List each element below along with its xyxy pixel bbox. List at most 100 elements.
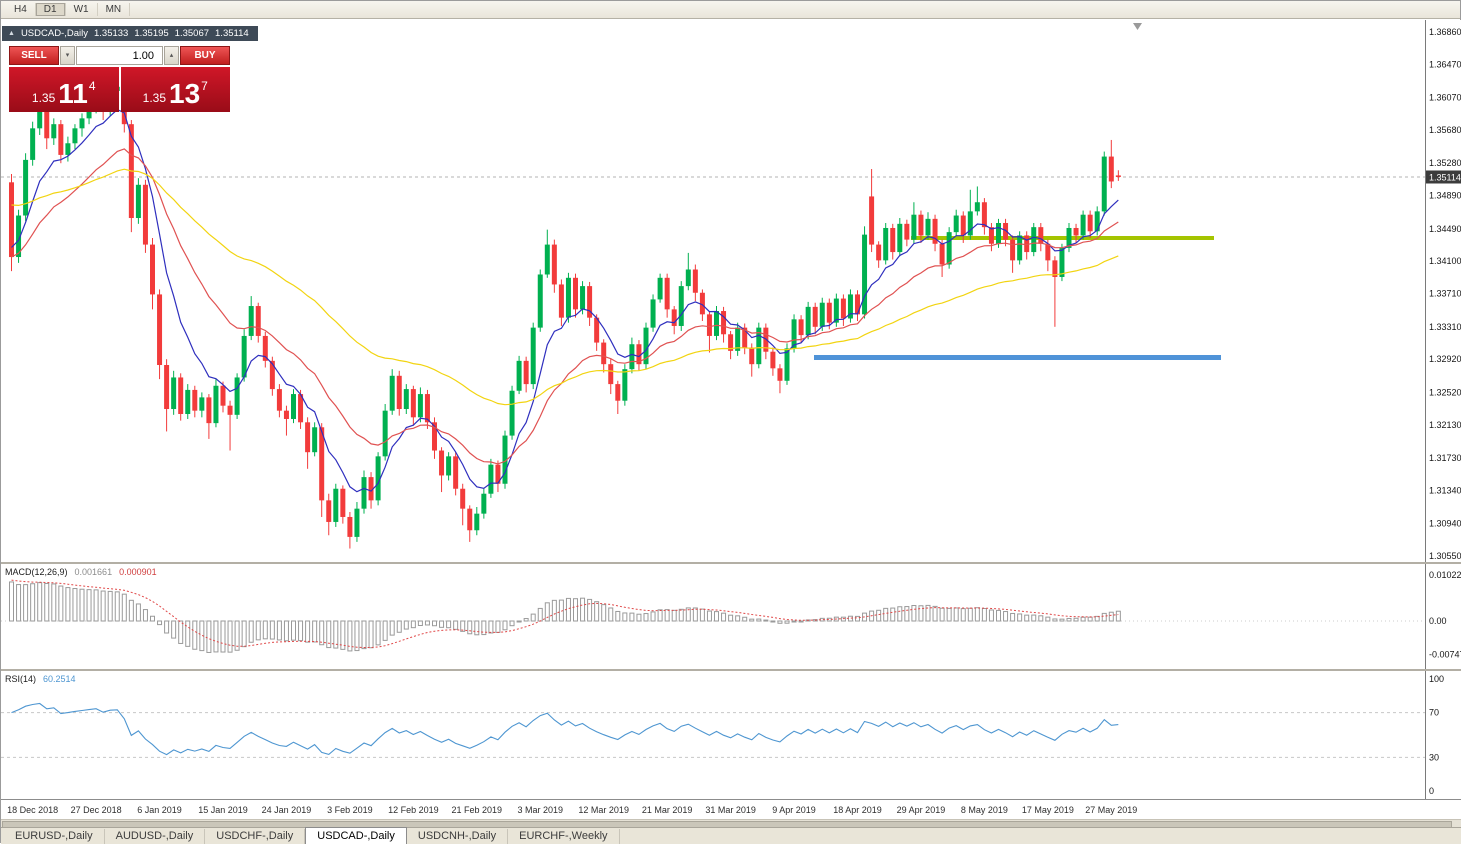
volume-increase-button[interactable]: ▴ — [164, 46, 179, 65]
price-chart-canvas[interactable]: 1.36860 1.36470 1.36070 1.35680 1.35280 1.348… — [1, 20, 1461, 562]
sell-price-point: 4 — [88, 79, 96, 93]
timeframe-toolbar: H4 D1 W1 MN — [1, 1, 1460, 19]
svg-text:1.31730: 1.31730 — [1429, 453, 1461, 463]
buy-button[interactable]: BUY — [180, 46, 230, 65]
rsi-value: 60.2514 — [43, 674, 76, 684]
svg-text:1.32520: 1.32520 — [1429, 387, 1461, 397]
ohlc-low: 1.35067 — [174, 28, 210, 39]
panel-splitter[interactable] — [1, 669, 1461, 671]
buy-price-display[interactable]: 1.35 13 7 — [120, 67, 230, 112]
ma-slow-yellow-line — [11, 168, 1119, 406]
timeframe-h4-button[interactable]: H4 — [6, 3, 36, 16]
date-axis-label: 15 Jan 2019 — [198, 805, 248, 815]
macd-signal-value: 0.000901 — [119, 567, 157, 577]
timeframe-mn-button[interactable]: MN — [98, 3, 131, 16]
ohlc-open: 1.35133 — [93, 28, 129, 39]
chart-tab-bar: EURUSD-,Daily AUDUSD-,Daily USDCHF-,Dail… — [1, 827, 1461, 844]
date-axis-label: 8 May 2019 — [960, 805, 1008, 815]
rsi-line — [11, 702, 1119, 756]
buy-price-figure: 1.35 — [142, 91, 166, 105]
price-chart-panel: 1.36860 1.36470 1.36070 1.35680 1.35280 1.348… — [1, 20, 1461, 562]
date-axis-label: 12 Mar 2019 — [578, 805, 629, 815]
timeframe-w1-button[interactable]: W1 — [66, 3, 98, 16]
rsi-label: RSI(14) 60.2514 — [5, 674, 76, 684]
svg-text:1.31340: 1.31340 — [1429, 485, 1461, 495]
date-axis-label: 12 Feb 2019 — [388, 805, 439, 815]
date-axis-label: 9 Apr 2019 — [772, 805, 816, 815]
svg-text:-0.00747: -0.00747 — [1429, 650, 1461, 660]
tab-usdcnh[interactable]: USDCNH-,Daily — [407, 829, 509, 844]
date-axis-label: 29 Apr 2019 — [896, 805, 946, 815]
chart-title-bar: ▲ USDCAD-,Daily 1.35133 1.35195 1.35067 … — [2, 26, 258, 41]
sell-price-pips: 11 — [58, 78, 88, 109]
volume-decrease-button[interactable]: ▾ — [60, 46, 75, 65]
panel-splitter[interactable] — [1, 562, 1461, 564]
svg-text:1.30550: 1.30550 — [1429, 551, 1461, 561]
svg-text:0: 0 — [1429, 786, 1434, 796]
svg-text:0.00: 0.00 — [1429, 616, 1447, 626]
svg-text:70: 70 — [1429, 708, 1439, 718]
svg-text:1.36860: 1.36860 — [1429, 27, 1461, 37]
date-axis-label: 3 Mar 2019 — [517, 805, 564, 815]
tab-usdcad[interactable]: USDCAD-,Daily — [305, 827, 407, 844]
sell-button[interactable]: SELL — [9, 46, 59, 65]
candles-layer — [9, 76, 1121, 549]
scroll-marker-icon — [1133, 23, 1142, 30]
macd-histogram — [9, 581, 1121, 653]
svg-text:1.33710: 1.33710 — [1429, 289, 1461, 299]
macd-name: MACD(12,26,9) — [5, 567, 68, 577]
date-axis-label: 18 Dec 2018 — [7, 805, 59, 815]
date-axis-label: 3 Feb 2019 — [327, 805, 373, 815]
collapse-panel-icon[interactable]: ▲ — [8, 30, 15, 37]
date-axis-label: 21 Mar 2019 — [641, 805, 693, 815]
tab-eurchf[interactable]: EURCHF-,Weekly — [508, 829, 620, 844]
buy-price-point: 7 — [201, 79, 208, 93]
svg-text:1.36470: 1.36470 — [1429, 59, 1461, 69]
macd-label: MACD(12,26,9) 0.001661 0.000901 — [5, 567, 157, 577]
tab-audusd[interactable]: AUDUSD-,Daily — [105, 829, 206, 844]
horizontal-scrollbar[interactable] — [1, 819, 1461, 828]
date-axis-label: 27 May 2019 — [1085, 805, 1138, 815]
chevron-down-icon: ▾ — [65, 52, 70, 59]
svg-text:1.35280: 1.35280 — [1429, 158, 1461, 168]
bid-price-tag — [1426, 170, 1461, 184]
sell-price-figure: 1.35 — [31, 91, 56, 105]
svg-text:1.30940: 1.30940 — [1429, 519, 1461, 529]
volume-input[interactable] — [76, 46, 163, 65]
buy-price-pips: 13 — [169, 78, 201, 109]
macd-panel: 0.01022 0.00 -0.00747 MACD(12,26,9) 0.00166… — [1, 564, 1461, 669]
macd-value: 0.001661 — [74, 567, 113, 577]
sell-price-display[interactable]: 1.35 11 4 — [9, 67, 119, 112]
ma-fast-blue-line — [11, 108, 1119, 493]
date-axis-label: 17 May 2019 — [1021, 805, 1074, 815]
rsi-name: RSI(14) — [5, 674, 37, 684]
tab-usdchf[interactable]: USDCHF-,Daily — [205, 829, 306, 844]
rsi-canvas[interactable]: 100 70 30 0 — [1, 671, 1461, 799]
date-axis[interactable]: 18 Dec 2018 27 Dec 2018 6 Jan 2019 15 Jan 2… — [1, 799, 1461, 819]
svg-text:1.36070: 1.36070 — [1429, 93, 1461, 103]
date-axis-label: 31 Mar 2019 — [705, 805, 756, 815]
date-axis-label: 24 Jan 2019 — [261, 805, 312, 815]
svg-text:100: 100 — [1429, 674, 1444, 684]
overlay-lines — [814, 235, 1221, 361]
svg-text:0.01022: 0.01022 — [1429, 570, 1461, 580]
tab-eurusd[interactable]: EURUSD-,Daily — [4, 829, 105, 844]
chevron-up-icon: ▴ — [169, 52, 174, 59]
macd-canvas[interactable]: 0.01022 0.00 -0.00747 — [1, 564, 1461, 669]
date-axis-label: 18 Apr 2019 — [833, 805, 882, 815]
svg-text:1.33310: 1.33310 — [1429, 322, 1461, 332]
svg-text:1.35114: 1.35114 — [1429, 172, 1461, 182]
timeframe-d1-button[interactable]: D1 — [35, 3, 66, 16]
chart-symbol: USDCAD-,Daily — [20, 28, 88, 39]
svg-text:1.32130: 1.32130 — [1429, 420, 1461, 430]
ma-medium-red-line — [11, 148, 1119, 465]
svg-text:1.34490: 1.34490 — [1429, 224, 1461, 234]
svg-text:1.34890: 1.34890 — [1429, 191, 1461, 201]
svg-text:1.32920: 1.32920 — [1429, 354, 1461, 364]
svg-text:1.35680: 1.35680 — [1429, 125, 1461, 135]
svg-text:30: 30 — [1429, 752, 1439, 762]
rsi-panel: 100 70 30 0 RSI(14) 60.2514 — [1, 671, 1461, 799]
ohlc-high: 1.35195 — [134, 28, 169, 39]
